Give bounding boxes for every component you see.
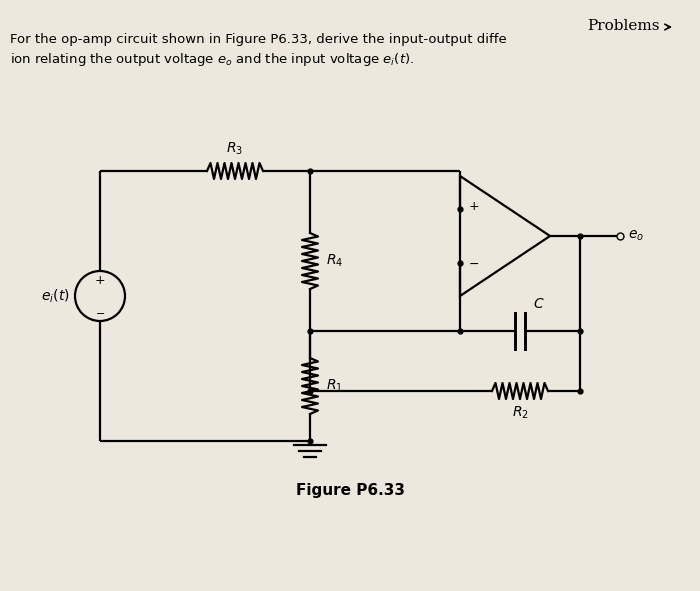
Text: $R_3$: $R_3$ — [227, 141, 244, 157]
Text: +: + — [94, 274, 105, 287]
Text: $-$: $-$ — [468, 256, 480, 269]
Text: $-$: $-$ — [95, 307, 105, 317]
Text: $e_i(t)$: $e_i(t)$ — [41, 287, 70, 305]
Text: $C$: $C$ — [533, 297, 545, 311]
Text: Problems: Problems — [587, 19, 660, 33]
Text: $R_1$: $R_1$ — [326, 378, 343, 394]
Text: +: + — [469, 200, 480, 213]
Text: $R_4$: $R_4$ — [326, 253, 343, 269]
Text: ion relating the output voltage $e_o$ and the input voltage $e_i(t)$.: ion relating the output voltage $e_o$ an… — [10, 51, 414, 68]
Text: $R_2$: $R_2$ — [512, 405, 528, 421]
Text: $e_o$: $e_o$ — [628, 229, 644, 243]
Text: Figure P6.33: Figure P6.33 — [295, 483, 405, 498]
Text: For the op-amp circuit shown in Figure P6.33, derive the input-output diffe: For the op-amp circuit shown in Figure P… — [10, 33, 507, 46]
